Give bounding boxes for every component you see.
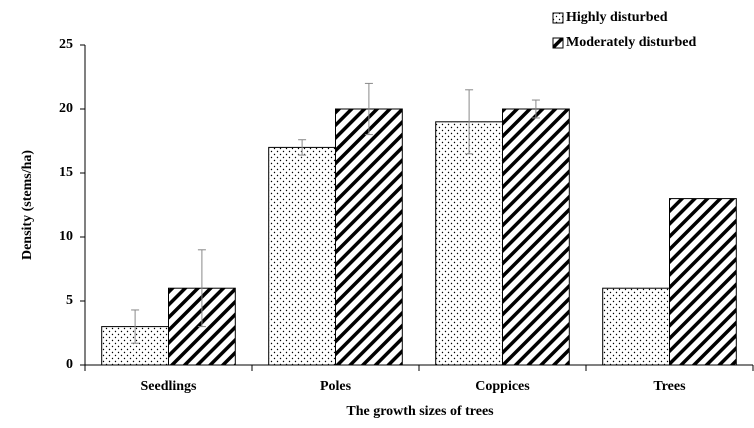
legend-label: Moderately disturbed (566, 35, 696, 50)
bar (502, 108, 570, 366)
error-bar (465, 89, 474, 155)
legend-swatch (552, 12, 564, 24)
error-bar (364, 82, 373, 136)
legend-swatch (552, 37, 564, 49)
x-tick-label: Poles (320, 379, 352, 394)
error-bar (531, 99, 540, 119)
bar (602, 287, 671, 366)
y-tick-label: 0 (66, 357, 73, 372)
error-bar (131, 309, 140, 344)
error-bar (197, 249, 206, 328)
bar (435, 121, 504, 366)
y-tick-label: 10 (59, 229, 73, 244)
x-tick-label: Trees (653, 379, 686, 394)
bar (335, 108, 403, 366)
x-axis-label: The growth sizes of trees (346, 404, 494, 419)
bar (268, 146, 337, 366)
legend-label: Highly disturbed (566, 10, 668, 25)
x-tick-label: Coppices (475, 379, 530, 394)
x-tick-label: Seedlings (140, 379, 197, 394)
y-tick-label: 25 (59, 37, 73, 52)
y-tick-label: 5 (66, 293, 73, 308)
bar (669, 198, 737, 366)
error-bar (298, 139, 307, 156)
y-tick-label: 20 (59, 101, 73, 116)
y-axis-label: Density (stems/ha) (20, 150, 35, 260)
y-tick-label: 15 (59, 165, 73, 180)
